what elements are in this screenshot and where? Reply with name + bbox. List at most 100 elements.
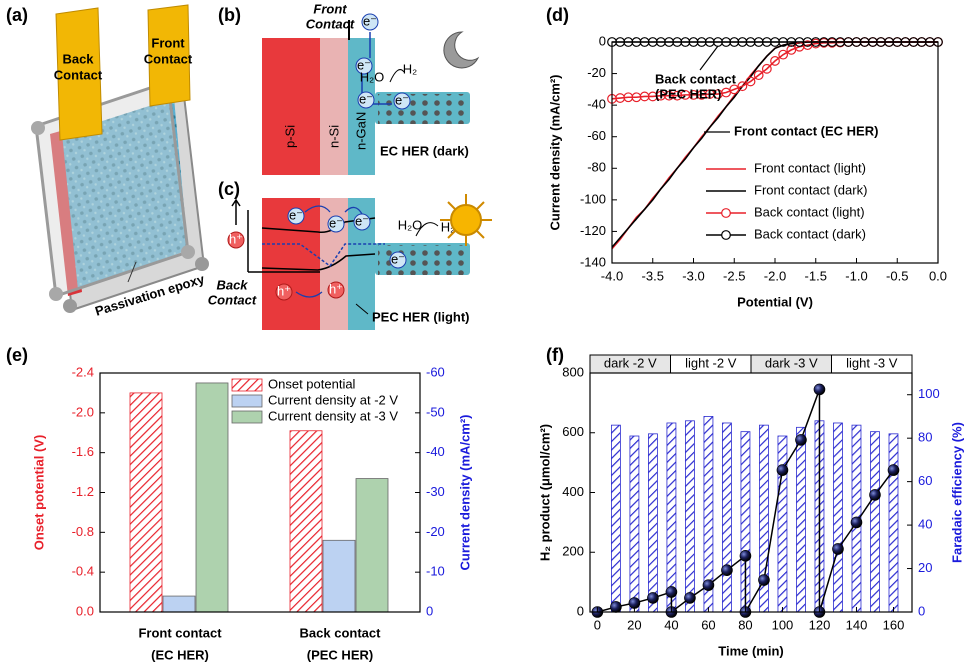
series-marker [851,517,862,528]
legend-label: Onset potential [268,376,356,391]
hole-label: h⁺ [329,281,343,296]
contact-label: Contact [306,16,355,31]
electron-label: e⁻ [329,215,343,230]
legend-label: Front contact (dark) [754,182,867,197]
series-marker [684,592,695,603]
x-tick-label: 160 [883,617,905,632]
y2-tick-label: -50 [426,404,445,419]
layer-label: n-Si [326,125,341,148]
y2-tick-label: 20 [918,560,932,575]
chem-label: H₂ [403,61,417,76]
series-marker [647,592,658,603]
y-tick-label: -140 [580,254,606,269]
electron-label: e⁻ [359,91,373,106]
bar [356,479,388,612]
corner [63,299,77,313]
bar [130,393,162,612]
electron-label: e⁻ [391,251,405,266]
bar [889,434,898,612]
y2-tick-label: -30 [426,484,445,499]
x-tick-label: Back contact [300,625,382,640]
y-axis-label: Current density (mA/cm²) [547,74,562,230]
y2-tick-label: -40 [426,444,445,459]
device-illustration: Back Contact Front Contact Passivation e… [31,5,209,319]
contact-label: Back [216,277,248,292]
y-tick-label: -1.2 [72,484,94,499]
x-tick-label: 40 [664,617,678,632]
y-tick-label: -1.6 [72,444,94,459]
x-tick-label: 0 [594,617,601,632]
annotation: Front contact (EC HER) [734,123,878,138]
series-marker [610,601,621,612]
x-tick-label: 20 [627,617,641,632]
electron: e⁻ [362,13,378,30]
legend-marker [722,231,731,240]
bar [630,436,639,612]
contact-label: Front [313,1,347,16]
y-tick-label: 400 [562,484,584,499]
annotation: Back contact [655,71,737,86]
hole: h⁺ [328,281,344,298]
x-tick-label: -2.0 [764,268,786,283]
bar [685,421,694,612]
legend-swatch [232,411,262,423]
x-axis-label: Time (min) [718,643,784,658]
legend-label: Current density at -3 V [268,408,398,423]
legend-marker [722,209,731,218]
chem-label: H₂O [398,217,423,232]
y2-tick-label: 0 [426,603,433,618]
x-tick-label: 60 [701,617,715,632]
n-si-layer [320,38,348,175]
y-tick-label: -100 [580,191,606,206]
x-tick-label: -2.5 [723,268,745,283]
x-tick-label: 80 [738,617,752,632]
hole-label: h⁺ [229,231,243,246]
hole: h⁺ [228,231,244,248]
device-label: Contact [54,67,103,82]
series-marker [758,575,769,586]
y-tick-label: 0 [577,603,584,618]
y-tick-label: 800 [562,364,584,379]
phase-label: light -3 V [846,355,898,370]
electron: e⁻ [328,215,344,232]
y2-axis-label: Faradaic efficiency (%) [949,422,964,563]
series-marker [795,434,806,445]
x-tick-label: -1.5 [805,268,827,283]
x-tick-label: -0.5 [886,268,908,283]
y2-tick-label: 80 [918,430,932,445]
condition-label: PEC HER (light) [372,309,470,324]
nanoparticles [378,94,468,124]
y2-tick-label: 0 [918,603,925,618]
x-tick-label: (EC HER) [151,647,209,662]
x-tick-label: -4.0 [601,268,623,283]
electron-label: e⁻ [355,213,369,228]
x-tick-label: 100 [772,617,794,632]
figure: (a) (b) (c) (d) (e) (f) Back Contact Fro… [0,0,970,664]
panel-label: (a) [6,5,28,25]
y-tick-label: -120 [580,223,606,238]
panel-label: (c) [218,179,240,199]
phase-label: dark -3 V [765,355,818,370]
y-tick-label: -2.4 [72,364,94,379]
phase-label: light -2 V [685,355,737,370]
p-si-layer [262,38,320,175]
bar [667,423,676,612]
layer-label: n-GaN [353,112,368,150]
corner [31,121,45,135]
legend-label: Current density at -2 V [268,392,398,407]
y2-axis-label: Current density (mA/cm²) [457,414,472,570]
series-marker [832,543,843,554]
sun-icon [440,194,492,246]
y2-tick-label: 40 [918,517,932,532]
condition-label: EC HER (dark) [380,143,469,158]
legend-label: Back contact (dark) [754,226,866,241]
contact-label: Contact [208,292,257,307]
electron: e⁻ [358,91,374,108]
y-tick-label: -0.4 [72,564,94,579]
y-tick-label: -80 [587,160,606,175]
electron-label: e⁻ [363,13,377,28]
x-tick-label: 0.0 [929,268,947,283]
corner [195,257,209,271]
y-axis-label: H₂ product (μmol/cm²) [537,424,552,561]
x-tick-label: 140 [846,617,868,632]
